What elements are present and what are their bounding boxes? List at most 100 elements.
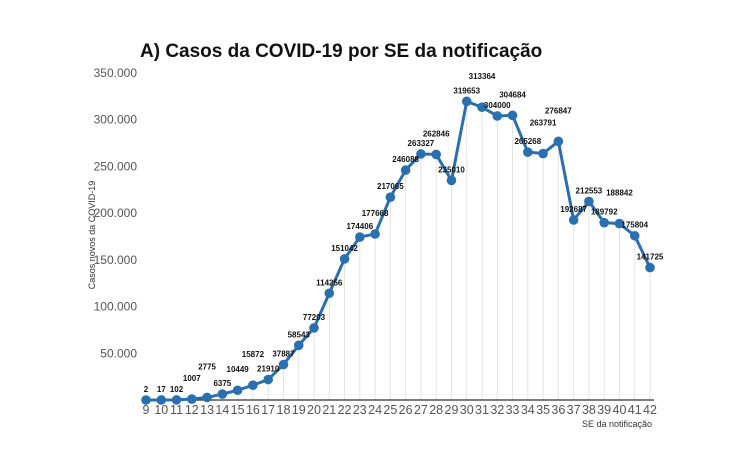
data-label: 212553 bbox=[576, 186, 603, 195]
data-label: 263791 bbox=[530, 119, 557, 128]
data-point bbox=[217, 389, 228, 399]
x-tick-label: 38 bbox=[582, 403, 596, 417]
x-tick-label: 15 bbox=[231, 403, 245, 417]
data-label: 102 bbox=[170, 385, 184, 394]
y-tick-label: 200.000 bbox=[94, 206, 138, 220]
data-point bbox=[492, 111, 503, 121]
y-tick-label: 150.000 bbox=[94, 253, 138, 267]
x-tick-label: 17 bbox=[261, 403, 275, 417]
data-label: 15872 bbox=[242, 350, 265, 359]
x-tick-label: 31 bbox=[475, 403, 489, 417]
x-tick-label: 20 bbox=[307, 403, 321, 417]
x-tick-label: 10 bbox=[154, 403, 168, 417]
y-tick-label: 100.000 bbox=[94, 300, 138, 314]
x-axis-label: SE da notificação bbox=[582, 419, 652, 429]
data-label: 276847 bbox=[545, 106, 572, 115]
data-point bbox=[553, 136, 564, 147]
series-line bbox=[145, 99, 652, 402]
data-label: 114256 bbox=[316, 278, 343, 287]
data-point bbox=[614, 218, 625, 229]
y-tick-label: 250.000 bbox=[94, 159, 138, 173]
data-label: 141725 bbox=[637, 253, 664, 262]
x-tick-label: 35 bbox=[536, 403, 550, 417]
data-point bbox=[523, 147, 533, 157]
data-point bbox=[202, 392, 212, 403]
data-label: 2775 bbox=[198, 362, 216, 371]
data-point bbox=[645, 262, 655, 273]
x-tick-label: 34 bbox=[521, 403, 535, 417]
data-label: 263327 bbox=[408, 139, 435, 148]
data-point bbox=[309, 323, 319, 333]
y-tick-label: 300.000 bbox=[94, 113, 138, 127]
x-tick-label: 12 bbox=[185, 403, 199, 417]
x-tick-label: 22 bbox=[338, 403, 352, 417]
x-tick-label: 30 bbox=[460, 403, 474, 417]
data-point bbox=[507, 110, 518, 121]
data-label: 262846 bbox=[423, 129, 450, 138]
data-point bbox=[293, 340, 304, 351]
data-label: 188842 bbox=[606, 189, 633, 198]
x-tick-label: 28 bbox=[429, 403, 443, 417]
y-tick-label: 350.000 bbox=[94, 66, 138, 80]
x-tick-label: 11 bbox=[170, 403, 183, 417]
data-label: 77203 bbox=[303, 313, 326, 322]
data-point bbox=[370, 229, 380, 239]
data-point bbox=[584, 196, 594, 207]
x-tick-label: 42 bbox=[643, 403, 657, 417]
data-point bbox=[339, 254, 350, 264]
data-label: 304000 bbox=[484, 101, 511, 110]
data-point bbox=[477, 102, 487, 113]
x-tick-label: 29 bbox=[445, 403, 459, 417]
data-label: 174406 bbox=[346, 222, 373, 231]
data-label: 217065 bbox=[377, 182, 404, 191]
data-point bbox=[538, 148, 548, 159]
data-point bbox=[171, 395, 182, 405]
x-tick-label: 21 bbox=[322, 403, 336, 417]
data-point bbox=[568, 215, 579, 225]
data-label: 58543 bbox=[288, 330, 311, 339]
data-label: 21910 bbox=[257, 365, 280, 374]
data-point bbox=[248, 380, 258, 390]
data-point bbox=[324, 288, 335, 299]
data-point bbox=[278, 359, 289, 370]
x-tick-label: 32 bbox=[490, 403, 504, 417]
data-label: 189792 bbox=[591, 208, 618, 217]
data-label: 192687 bbox=[560, 205, 587, 214]
data-point bbox=[263, 374, 273, 385]
data-point bbox=[141, 395, 151, 405]
x-tick-label: 16 bbox=[246, 403, 260, 417]
data-point bbox=[232, 385, 243, 396]
x-tick-label: 13 bbox=[200, 403, 214, 417]
x-tick-label: 27 bbox=[414, 403, 428, 417]
data-label: 6375 bbox=[213, 379, 231, 388]
x-tick-label: 9 bbox=[143, 403, 150, 417]
data-label: 17 bbox=[157, 385, 166, 394]
x-tick-label: 37 bbox=[567, 403, 581, 417]
x-tick-label: 23 bbox=[353, 403, 367, 417]
y-axis-label: Casos novos da COVID-19 bbox=[87, 181, 97, 290]
data-point bbox=[355, 232, 365, 242]
data-label: 2 bbox=[144, 385, 149, 394]
x-tick-label: 18 bbox=[277, 403, 291, 417]
x-tick-label: 41 bbox=[628, 403, 642, 417]
data-label: 304684 bbox=[499, 90, 526, 99]
data-label: 1007 bbox=[183, 374, 201, 383]
data-point bbox=[446, 175, 457, 186]
data-label: 319653 bbox=[453, 86, 480, 95]
data-point bbox=[431, 149, 441, 160]
x-tick-label: 24 bbox=[368, 403, 382, 417]
data-label: 265268 bbox=[514, 137, 541, 146]
x-tick-label: 33 bbox=[506, 403, 520, 417]
x-tick-label: 14 bbox=[215, 403, 229, 417]
data-point bbox=[156, 395, 167, 405]
data-point bbox=[187, 394, 197, 404]
x-tick-label: 25 bbox=[383, 403, 397, 417]
data-label: 246088 bbox=[392, 155, 419, 164]
data-label: 37887 bbox=[272, 350, 295, 359]
data-label: 151042 bbox=[331, 244, 358, 253]
data-label: 175804 bbox=[621, 221, 648, 230]
x-tick-label: 19 bbox=[292, 403, 306, 417]
x-tick-label: 40 bbox=[613, 403, 627, 417]
data-point bbox=[400, 165, 411, 175]
